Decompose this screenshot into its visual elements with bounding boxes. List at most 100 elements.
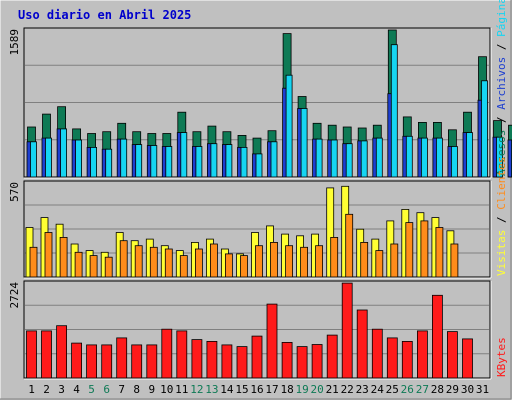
x-tick-label-22: 22 — [341, 383, 354, 396]
legend-entry-kbytes: KBytes — [495, 337, 508, 377]
x-tick-label-19: 19 — [295, 383, 308, 396]
bar-clientes-4 — [74, 251, 83, 278]
bar-clientes-25 — [390, 243, 399, 278]
panel-bottom: 2724 KBytes — [8, 280, 508, 380]
bar-kbytes-27 — [416, 330, 428, 379]
bar-kbytes-22 — [341, 282, 353, 379]
bar-visitas-21 — [326, 187, 335, 278]
bar-kbytes-19 — [296, 346, 308, 379]
x-tick-label-11: 11 — [175, 383, 188, 396]
bar-páginas-11 — [180, 132, 188, 178]
legend-entry-archivos: Archivos — [495, 57, 508, 110]
x-tick-label-24: 24 — [371, 383, 385, 396]
legend-entry-clientes: Clientes — [495, 157, 508, 210]
bar-páginas-1 — [30, 141, 37, 178]
bar-clientes-17 — [270, 241, 278, 278]
bar-clientes-1 — [29, 246, 38, 278]
bar-kbytes-9 — [146, 344, 158, 379]
bar-clientes-28 — [435, 227, 444, 278]
side-legend-middle: Visitas / Clientes — [495, 157, 508, 276]
bar-kbytes-14 — [221, 344, 233, 379]
x-tick-label-8: 8 — [133, 383, 140, 396]
x-tick-label-6: 6 — [103, 383, 110, 396]
bar-kbytes-26 — [401, 340, 413, 379]
bar-páginas-28 — [435, 137, 443, 178]
x-tick-label-30: 30 — [461, 383, 474, 396]
bar-clientes-23 — [360, 241, 369, 278]
legend-entry-visitas: Visitas — [495, 230, 508, 276]
bar-páginas-32 — [496, 136, 503, 178]
legend-entry-accesos: Accesos — [495, 130, 508, 176]
bar-clientes-3 — [59, 236, 68, 278]
side-legend-bottom: KBytes — [495, 337, 508, 377]
bar-kbytes-11 — [176, 330, 188, 379]
legend-entry-páginas: Páginas — [495, 0, 508, 37]
bar-clientes-19 — [300, 246, 309, 278]
bar-clientes-29 — [450, 243, 459, 278]
legend-separator: / — [495, 210, 508, 230]
x-tick-label-28: 28 — [431, 383, 444, 396]
bar-páginas-25 — [390, 44, 398, 178]
x-tick-label-12: 12 — [190, 383, 203, 396]
bar-páginas-20 — [315, 138, 323, 178]
panel-top: 1589 Accesos / Archivos / Páginas — [8, 0, 512, 179]
x-tick-label-18: 18 — [280, 383, 293, 396]
x-tick-label-4: 4 — [73, 383, 80, 396]
x-tick-label-13: 13 — [205, 383, 218, 396]
bar-clientes-6 — [104, 256, 113, 278]
legend-separator: / — [495, 110, 508, 130]
panel-middle: 570 Visitas / Clientes — [8, 157, 508, 279]
bar-páginas-19 — [300, 108, 308, 178]
x-tick-label-27: 27 — [416, 383, 429, 396]
bar-páginas-5 — [90, 146, 97, 178]
bar-kbytes-17 — [266, 303, 278, 379]
bar-páginas-6 — [105, 148, 113, 178]
bar-kbytes-24 — [371, 328, 383, 379]
x-tick-label-2: 2 — [43, 383, 50, 396]
x-tick-label-20: 20 — [310, 383, 323, 396]
chart-title: Uso diario en Abril 2025 — [18, 8, 191, 22]
x-tick-label-31: 31 — [476, 383, 489, 396]
bar-clientes-10 — [164, 248, 173, 278]
x-tick-label-14: 14 — [220, 383, 234, 396]
bar-kbytes-13 — [206, 340, 218, 379]
bar-kbytes-15 — [236, 346, 248, 379]
bar-páginas-4 — [75, 139, 82, 178]
max-value-label-middle: 570 — [8, 182, 21, 202]
bar-clientes-5 — [89, 255, 98, 278]
bar-páginas-7 — [120, 138, 128, 178]
bar-kbytes-28 — [431, 294, 443, 379]
bar-páginas-10 — [165, 146, 173, 178]
bar-archivos-33 — [507, 139, 512, 178]
bar-kbytes-21 — [326, 334, 338, 379]
bar-clientes-9 — [149, 246, 158, 278]
x-tick-label-26: 26 — [401, 383, 414, 396]
bar-páginas-30 — [466, 132, 473, 178]
bar-páginas-2 — [45, 137, 52, 178]
bar-páginas-29 — [450, 146, 458, 178]
bar-clientes-8 — [134, 245, 143, 278]
bar-kbytes-18 — [281, 341, 293, 379]
bar-clientes-20 — [315, 245, 324, 278]
bar-clientes-22 — [345, 213, 354, 278]
bar-páginas-15 — [240, 146, 248, 178]
bar-páginas-24 — [375, 137, 383, 178]
bar-kbytes-30 — [462, 338, 473, 379]
legend-separator: / — [495, 37, 508, 57]
bar-clientes-16 — [255, 245, 263, 278]
bar-kbytes-7 — [116, 337, 128, 379]
x-tick-label-7: 7 — [118, 383, 125, 396]
x-tick-label-9: 9 — [148, 383, 155, 396]
side-legend-top: Accesos / Archivos / Páginas — [495, 0, 508, 176]
bar-kbytes-2 — [41, 330, 52, 379]
bar-páginas-18 — [285, 74, 293, 178]
bar-clientes-12 — [194, 248, 203, 278]
x-tick-label-3: 3 — [58, 383, 65, 396]
bar-páginas-31 — [481, 80, 488, 178]
bar-páginas-21 — [330, 139, 338, 178]
bar-páginas-12 — [195, 146, 203, 178]
x-tick-label-10: 10 — [160, 383, 173, 396]
bar-kbytes-6 — [101, 344, 113, 379]
bar-clientes-14 — [224, 253, 233, 278]
bar-páginas-22 — [345, 143, 353, 178]
